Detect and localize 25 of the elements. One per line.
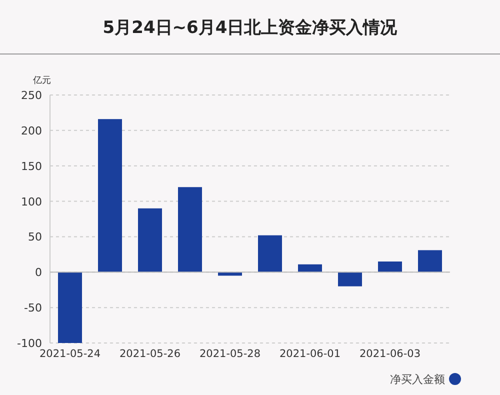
y-tick-label: 100	[21, 195, 42, 208]
y-tick-label: 150	[21, 160, 42, 173]
x-tick-label: 2021-06-01	[279, 348, 341, 360]
bar	[418, 250, 442, 272]
bar	[178, 187, 202, 272]
y-tick-label: -100	[17, 337, 42, 350]
y-tick-label: 0	[35, 266, 42, 280]
legend-label: 净买入金额	[390, 373, 445, 386]
y-tick-label: -50	[24, 302, 42, 315]
x-tick-label: 2021-05-24	[39, 348, 101, 360]
x-tick-label: 2021-05-28	[199, 348, 261, 360]
x-tick-label: 2021-05-26	[119, 348, 181, 360]
bar	[338, 272, 362, 286]
bar	[98, 119, 122, 272]
y-tick-label: 50	[28, 230, 42, 244]
bar	[378, 262, 402, 272]
x-tick-label: 2021-06-03	[359, 348, 421, 360]
bar	[58, 272, 82, 343]
chart-title: 5月24日~6月4日北上资金净买入情况	[102, 18, 398, 38]
bar	[258, 235, 282, 272]
y-axis-title: 亿元	[32, 75, 51, 86]
y-tick-label: 250	[21, 89, 42, 102]
y-tick-label: 200	[21, 124, 42, 138]
bar	[298, 264, 322, 272]
bar	[138, 208, 162, 272]
